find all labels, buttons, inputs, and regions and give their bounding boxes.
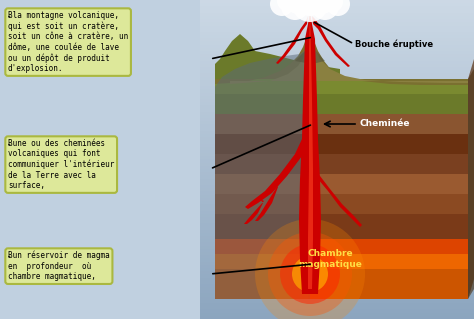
Polygon shape [215, 194, 468, 214]
Polygon shape [255, 183, 278, 221]
Polygon shape [245, 139, 308, 209]
Polygon shape [276, 16, 308, 64]
Polygon shape [215, 114, 468, 134]
Polygon shape [215, 94, 468, 114]
Circle shape [255, 219, 365, 319]
Text: Chambre
magmatique: Chambre magmatique [298, 249, 362, 269]
Polygon shape [215, 269, 468, 299]
Circle shape [311, 0, 339, 20]
Text: Cheminée: Cheminée [360, 120, 410, 129]
Polygon shape [215, 34, 340, 79]
Polygon shape [468, 59, 474, 299]
Polygon shape [295, 29, 325, 64]
Polygon shape [215, 79, 468, 94]
Polygon shape [215, 239, 468, 254]
Text: Bouche éruptive: Bouche éruptive [355, 39, 433, 49]
Circle shape [270, 0, 294, 16]
Polygon shape [215, 254, 468, 269]
Circle shape [280, 244, 340, 304]
Circle shape [292, 256, 328, 292]
Circle shape [281, 0, 309, 20]
Circle shape [326, 0, 350, 16]
Polygon shape [215, 214, 468, 239]
Polygon shape [230, 14, 468, 84]
Text: Ƀune ou des cheminées
volcaniques qui font
communiquer l'intérieur
de la Terre a: Ƀune ou des cheminées volcaniques qui fo… [8, 139, 114, 190]
Circle shape [323, 0, 343, 12]
Polygon shape [312, 171, 362, 227]
Polygon shape [215, 134, 468, 154]
Circle shape [300, 0, 320, 13]
Polygon shape [215, 14, 310, 299]
Circle shape [294, 0, 326, 16]
Polygon shape [299, 14, 321, 294]
Circle shape [292, 0, 328, 22]
Polygon shape [215, 154, 468, 174]
Text: Ƀla montagne volcanique,
qui est soit un cratère,
soit un cône à cratère, un
dôm: Ƀla montagne volcanique, qui est soit un… [8, 11, 128, 73]
Text: Ƀun réservoir de magma
en  profondeur  où
chambre magmatique,: Ƀun réservoir de magma en profondeur où … [8, 251, 110, 281]
Polygon shape [312, 16, 350, 67]
Circle shape [277, 0, 297, 11]
Polygon shape [244, 199, 264, 224]
Circle shape [309, 0, 335, 14]
Polygon shape [306, 2, 314, 14]
Polygon shape [215, 14, 310, 299]
Polygon shape [215, 14, 468, 85]
Circle shape [285, 0, 311, 14]
Polygon shape [308, 14, 313, 289]
Polygon shape [468, 69, 474, 299]
Circle shape [268, 232, 352, 316]
Polygon shape [215, 174, 468, 194]
